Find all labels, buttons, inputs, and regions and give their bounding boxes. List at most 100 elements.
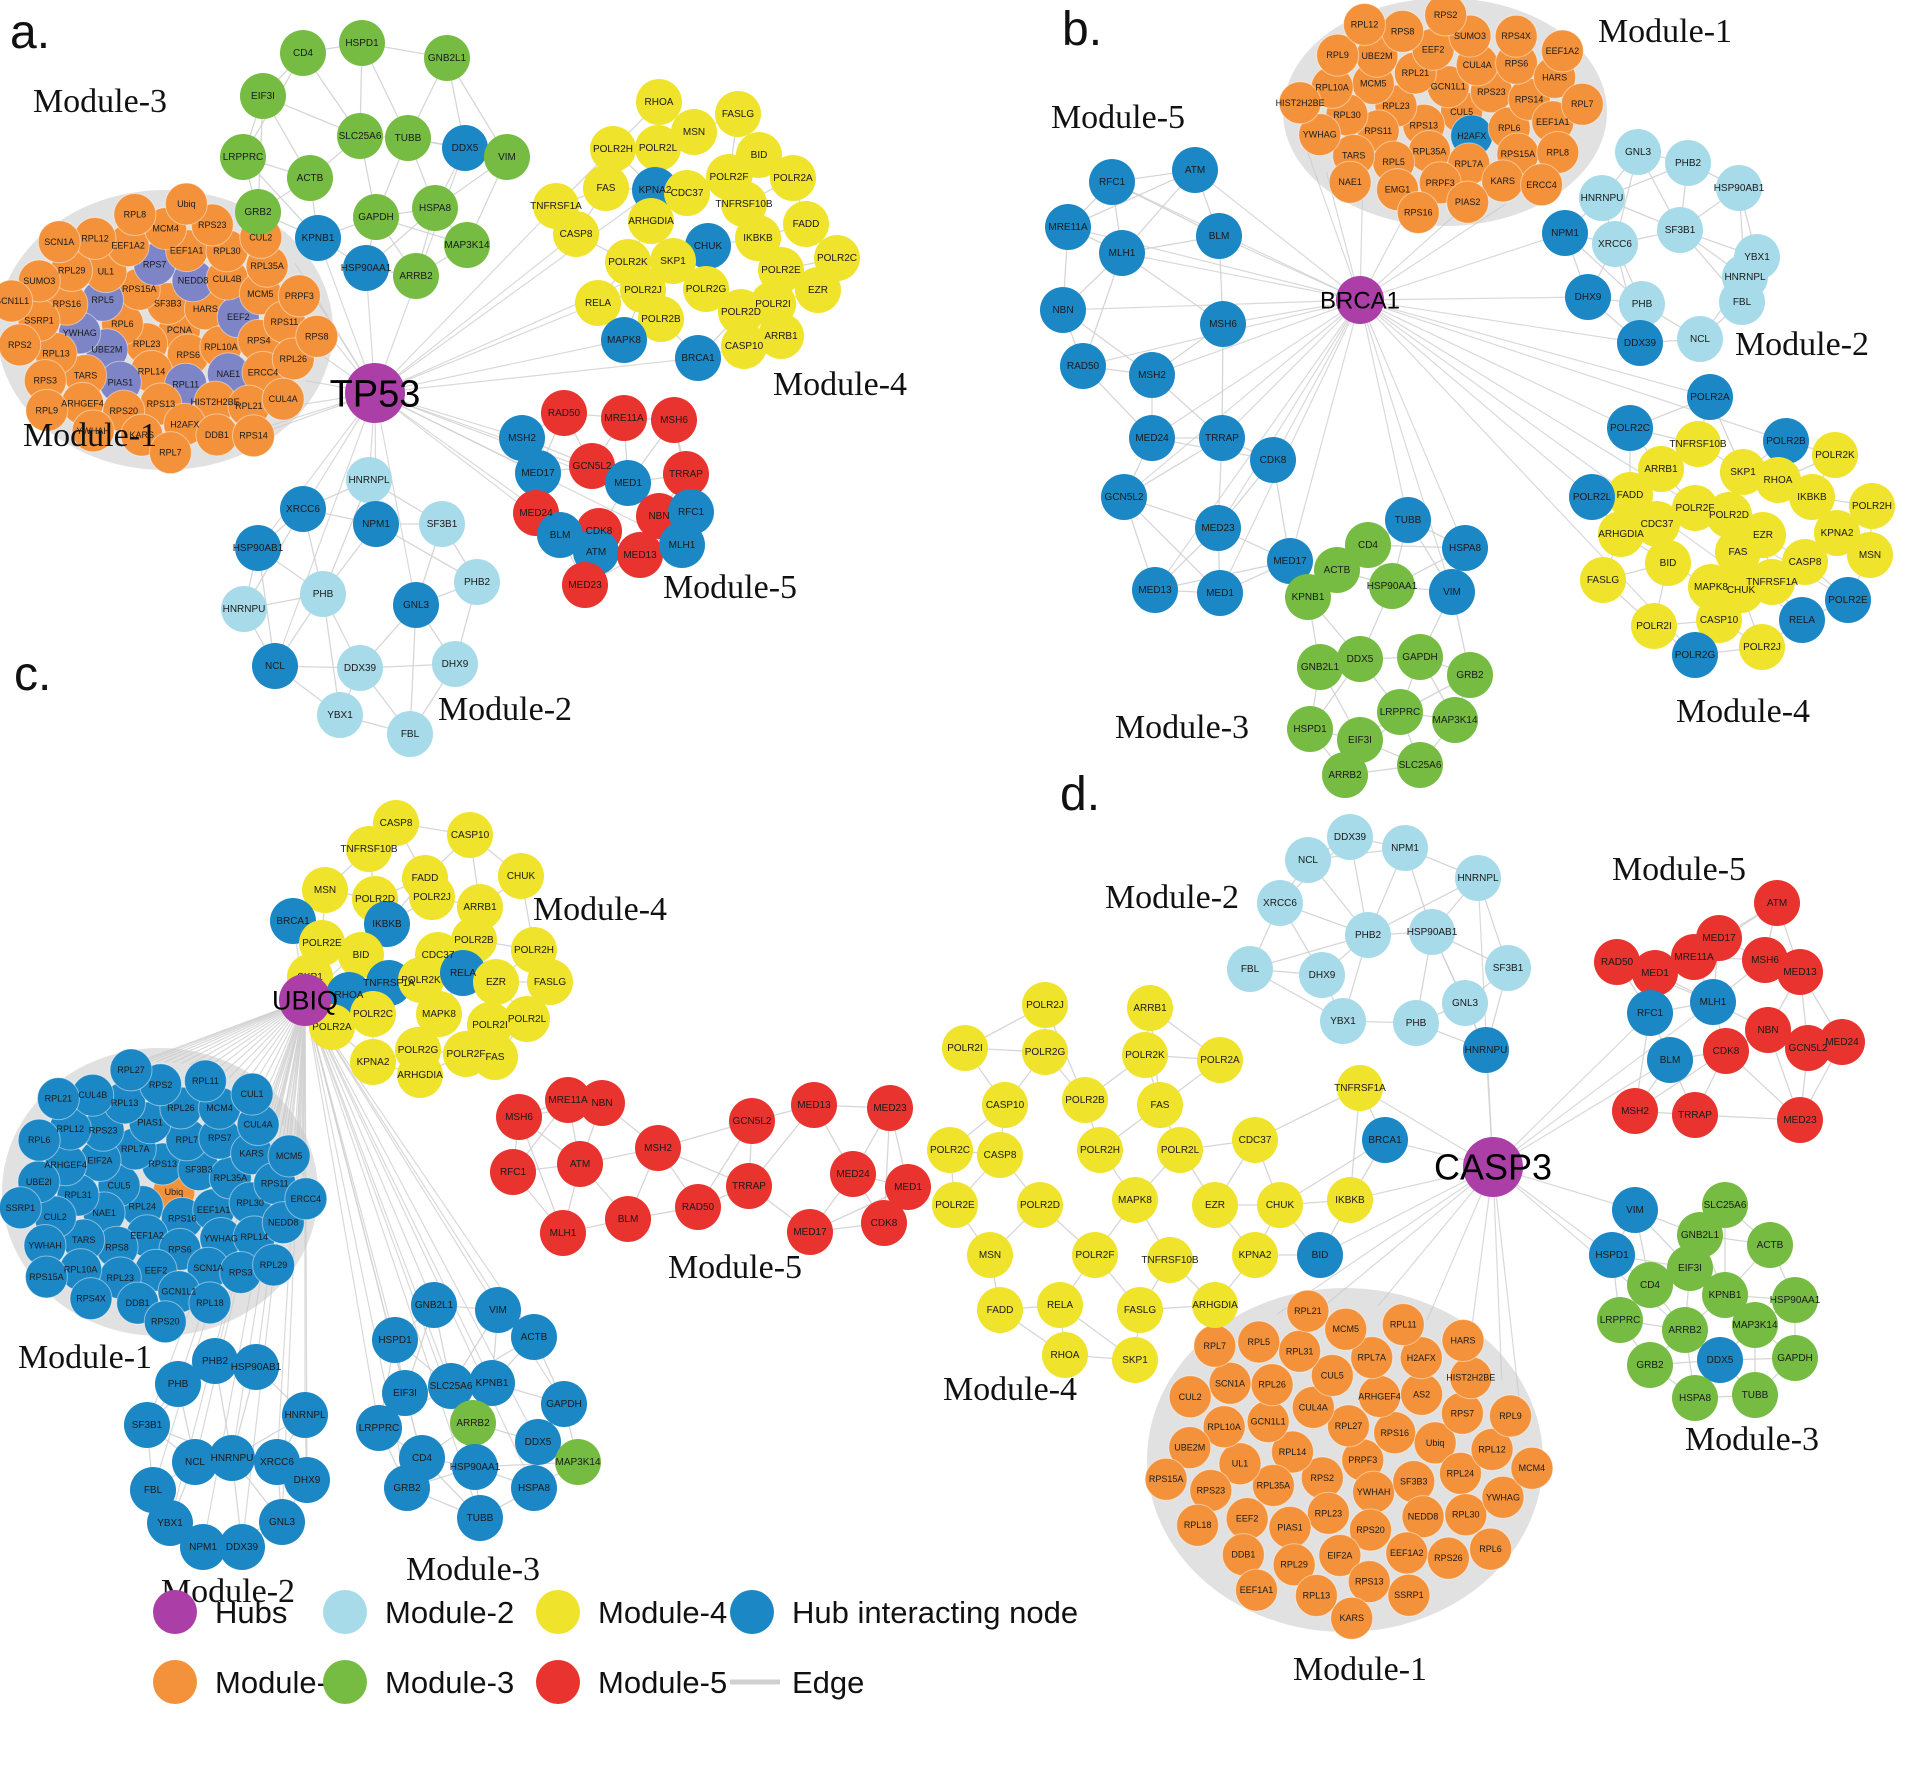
node-label-ACTB: ACTB (1757, 1240, 1784, 1251)
node-label-YBX1: YBX1 (157, 1518, 183, 1529)
nodes-layer-c (0, 800, 931, 1570)
node-label-BID: BID (751, 150, 768, 161)
node-label-VIM: VIM (489, 1305, 507, 1316)
node-label-PRPF3: PRPF3 (1426, 178, 1455, 188)
node-VIM (1429, 569, 1475, 615)
node-label-SUMO3: SUMO3 (1454, 31, 1486, 41)
node-RAD50 (541, 390, 587, 436)
node-label-POLR2L: POLR2L (1161, 1145, 1200, 1156)
node-label-HARS: HARS (1450, 1336, 1475, 1346)
node-label-YWHAH: YWHAH (28, 1240, 62, 1250)
node-GRB2 (1627, 1342, 1673, 1388)
node-PRPF3 (277, 274, 321, 318)
node-label-BLM: BLM (1209, 231, 1230, 242)
node-label-RPS13: RPS13 (147, 399, 176, 409)
node-label-CASP8: CASP8 (380, 818, 413, 829)
node-label-BLM: BLM (618, 1214, 639, 1225)
node-label-RPS7: RPS7 (143, 259, 167, 269)
node-ERCC4 (1520, 163, 1564, 207)
node-XRCC6 (1592, 221, 1638, 267)
node-label-POLR2A: POLR2A (1200, 1055, 1240, 1066)
node-label-SF3B3: SF3B3 (185, 1165, 213, 1175)
node-label-RFC1: RFC1 (1637, 1008, 1664, 1019)
node-label-RPS16: RPS16 (1380, 1428, 1409, 1438)
node-label-MAPK8: MAPK8 (1118, 1195, 1152, 1206)
node-SF3B1 (1485, 945, 1531, 991)
node-CASP8 (553, 211, 599, 257)
node-label-SF3B1: SF3B1 (1493, 963, 1524, 974)
node-label-EEF2: EEF2 (227, 312, 250, 322)
node-POLR2J (1739, 624, 1785, 670)
node-TRRAP (663, 451, 709, 497)
node-label-ARRB1: ARRB1 (764, 331, 798, 342)
node-RPL10A (1202, 1405, 1246, 1449)
node-label-RELA: RELA (1789, 615, 1815, 626)
node-label-POLR2H: POLR2H (1080, 1145, 1120, 1156)
node-label-MED23: MED23 (1783, 1115, 1817, 1126)
node-label-KPNB1: KPNB1 (1709, 1290, 1742, 1301)
node-label-VIM: VIM (1443, 587, 1461, 598)
node-label-MCM4: MCM4 (152, 224, 179, 234)
node-NAE1 (1328, 160, 1372, 204)
node-CDK8 (1703, 1028, 1749, 1074)
node-label-HSP90AA1: HSP90AA1 (341, 263, 392, 274)
module-label-b-module-1: Module-1 (1598, 13, 1732, 50)
node-POLR2G (1022, 1029, 1068, 1075)
node-label-PCNA: PCNA (167, 325, 192, 335)
node-LRPPRC (1597, 1297, 1643, 1343)
node-label-RPL27: RPL27 (117, 1065, 145, 1075)
node-label-LRPPRC: LRPPRC (359, 1423, 400, 1434)
node-label-POLR2I: POLR2I (472, 1020, 508, 1031)
node-label-RPL12: RPL12 (57, 1124, 85, 1134)
node-label-EEF1A2: EEF1A2 (130, 1231, 164, 1241)
edge (1276, 1166, 1494, 1315)
node-CDK8 (861, 1200, 907, 1246)
edge (304, 999, 380, 1429)
node-label-RPL35A: RPL35A (1257, 1480, 1291, 1490)
node-label-CDK8: CDK8 (871, 1218, 898, 1229)
node-label-YBX1: YBX1 (1744, 252, 1770, 263)
node-SF3B1 (1657, 207, 1703, 253)
node-label-TRRAP: TRRAP (669, 469, 703, 480)
node-FBL (1719, 279, 1765, 325)
node-RAD50 (1594, 939, 1640, 985)
node-label-RPL29: RPL29 (58, 266, 86, 276)
legend-label-module-2: Module-2 (385, 1595, 514, 1630)
node-label-YWHAG: YWHAG (1486, 1492, 1520, 1502)
node-label-RAD50: RAD50 (1067, 361, 1100, 372)
node-label-PIAS1: PIAS1 (1277, 1522, 1303, 1532)
node-label-SF3B1: SF3B1 (132, 1420, 163, 1431)
edge (374, 357, 699, 394)
node-NCL (172, 1439, 218, 1485)
node-POLR2J (1022, 982, 1068, 1028)
node-POLR2K (1812, 432, 1858, 478)
node-label-HSPD1: HSPD1 (378, 1335, 412, 1346)
node-label-TUBB: TUBB (395, 133, 422, 144)
module-label-b-module-2: Module-2 (1735, 326, 1869, 363)
node-label-POLR2K: POLR2K (1125, 1050, 1165, 1061)
node-MED23 (1777, 1097, 1823, 1143)
node-label-ARRB2: ARRB2 (1328, 770, 1362, 781)
node-POLR2D (1706, 492, 1752, 538)
node-MSH6 (1200, 301, 1246, 347)
node-label-POLR2I: POLR2I (1636, 621, 1672, 632)
node-label-RPS13: RPS13 (148, 1159, 177, 1169)
node-label-HNRNPU: HNRNPU (211, 1453, 254, 1464)
node-label-EEF1A1: EEF1A1 (170, 246, 204, 256)
node-NCL (252, 643, 298, 689)
node-EIF3I (240, 73, 286, 119)
node-label-CUL5: CUL5 (1321, 1370, 1344, 1380)
node-label-POLR2C: POLR2C (353, 1009, 393, 1020)
node-VIM (1612, 1187, 1658, 1233)
node-label-RPL14: RPL14 (240, 1232, 268, 1242)
node-label-SLC25A6: SLC25A6 (1704, 1200, 1747, 1211)
node-label-KPNB1: KPNB1 (1292, 592, 1325, 603)
node-label-CUL4A: CUL4A (1463, 60, 1492, 70)
node-RPL6 (17, 1118, 61, 1162)
node-label-BID: BID (1660, 558, 1677, 569)
node-HSPD1 (1589, 1232, 1635, 1278)
node-POLR2B (638, 296, 684, 342)
node-label-RPS8: RPS8 (1391, 26, 1415, 36)
node-label-EEF2: EEF2 (145, 1265, 168, 1275)
node-POLR2B (1062, 1077, 1108, 1123)
